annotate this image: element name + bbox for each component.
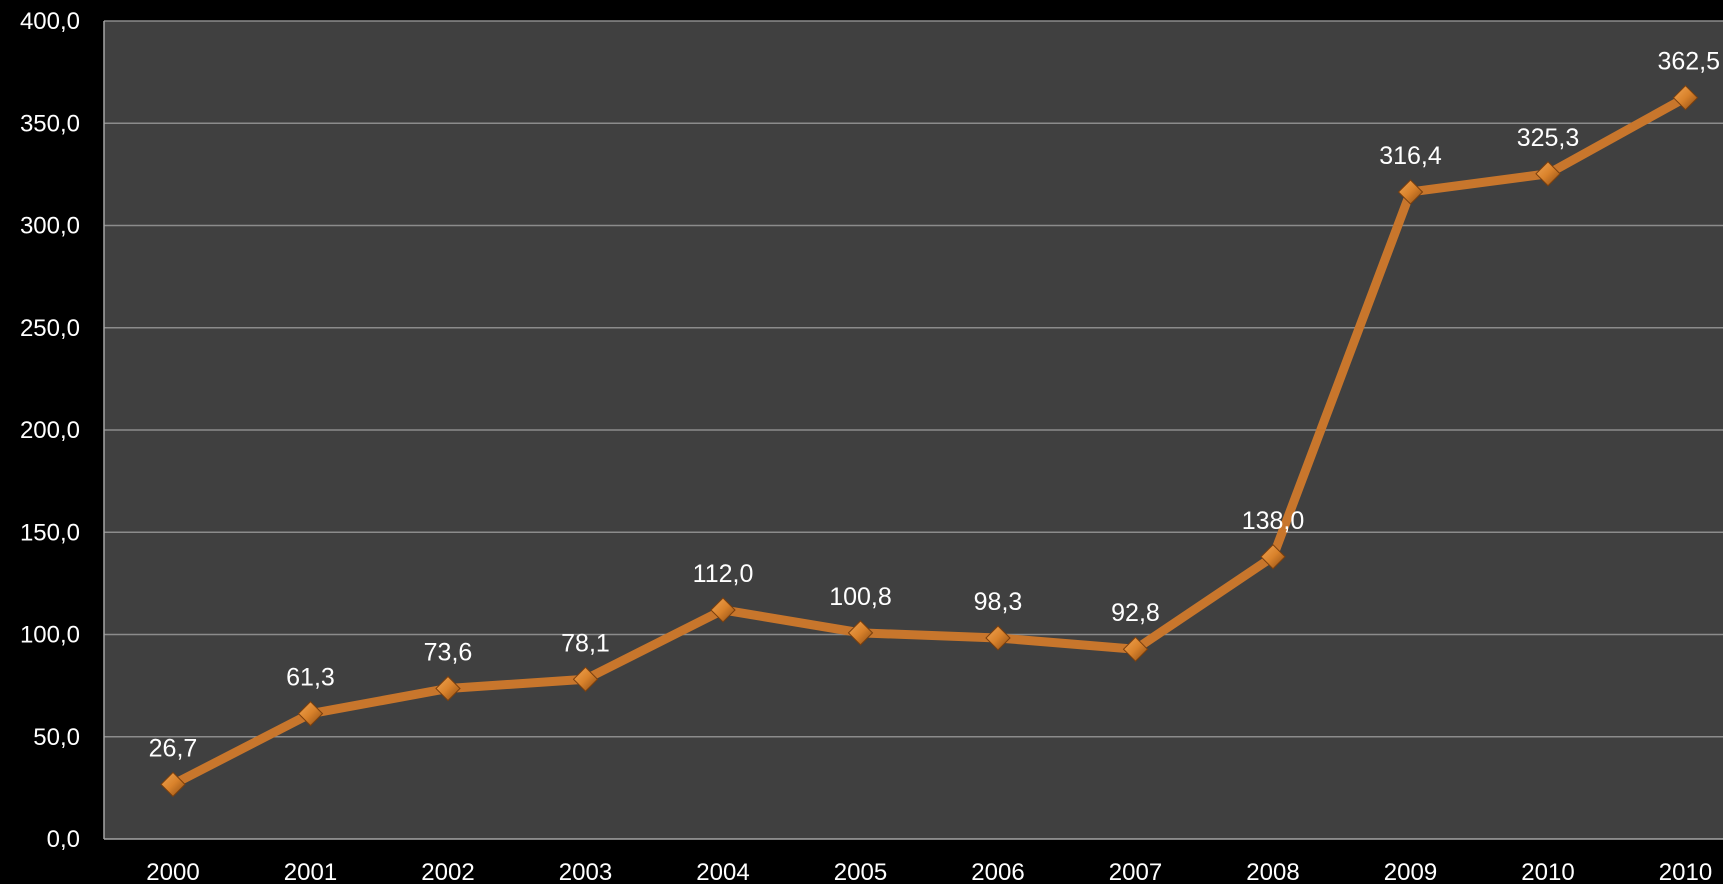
x-tick-label: 2002 <box>421 859 474 884</box>
data-label: 112,0 <box>693 560 754 588</box>
x-tick-label: 2004 <box>696 859 749 884</box>
data-point-marker <box>297 700 324 727</box>
y-tick-label: 50,0 <box>33 724 80 751</box>
data-point-marker <box>160 771 186 798</box>
x-tick-label: 2001 <box>284 859 337 884</box>
data-point-marker <box>1122 636 1149 662</box>
y-tick-label: 150,0 <box>20 519 80 546</box>
data-label: 78,1 <box>561 629 610 657</box>
data-label: 316,4 <box>1379 142 1442 170</box>
x-tick-label: 2008 <box>1246 859 1299 884</box>
x-tick-label: 2005 <box>834 859 887 884</box>
marker-group <box>160 84 1699 798</box>
data-point-marker <box>1397 179 1424 205</box>
data-label: 362,5 <box>1657 48 1720 76</box>
series-line-group <box>168 93 1690 789</box>
x-tick-label: 2010 <box>1521 859 1574 884</box>
data-point-marker <box>435 675 461 702</box>
x-tick-label: 2010 <box>1659 859 1712 884</box>
data-label: 325,3 <box>1517 124 1580 152</box>
data-label: 26,7 <box>149 734 198 762</box>
data-label: 73,6 <box>424 638 473 666</box>
y-tick-label: 0,0 <box>47 826 80 853</box>
x-tick-label: 2000 <box>146 859 199 884</box>
y-tick-label: 200,0 <box>20 417 80 444</box>
data-point-marker <box>1260 544 1286 570</box>
data-label: 138,0 <box>1242 507 1305 535</box>
x-tick-label: 2003 <box>559 859 612 884</box>
x-axis-ticks: 2000 2001 2002 2003 2004 2005 2006 2007 2008 2009… <box>146 859 1712 884</box>
y-tick-label: 250,0 <box>20 315 80 342</box>
x-tick-label: 2006 <box>971 859 1024 884</box>
data-label-group: 26,7 61,3 73,6 78,1 112,0 100,8 98,3 92,8 138,0 3… <box>149 48 1720 763</box>
data-label: 100,8 <box>829 583 892 611</box>
data-label: 98,3 <box>974 588 1023 616</box>
y-axis-ticks: 0,0 50,0 100,0 150,0 200,0 250,0 300,0 350,0 400… <box>20 8 80 853</box>
x-tick-label: 2009 <box>1384 859 1437 884</box>
series-line <box>168 93 1690 789</box>
data-point-marker <box>985 625 1011 651</box>
y-tick-label: 100,0 <box>20 622 80 649</box>
data-point-marker <box>572 666 599 692</box>
data-label: 92,8 <box>1111 599 1160 627</box>
y-tick-label: 300,0 <box>20 213 80 240</box>
y-tick-label: 400,0 <box>20 8 80 35</box>
y-tick-label: 350,0 <box>20 110 80 137</box>
data-point-marker <box>1535 161 1561 187</box>
data-point-marker <box>847 620 874 646</box>
data-label: 61,3 <box>286 664 335 692</box>
x-tick-label: 2007 <box>1109 859 1162 884</box>
data-point-marker <box>710 597 736 623</box>
data-point-marker <box>1672 84 1699 111</box>
